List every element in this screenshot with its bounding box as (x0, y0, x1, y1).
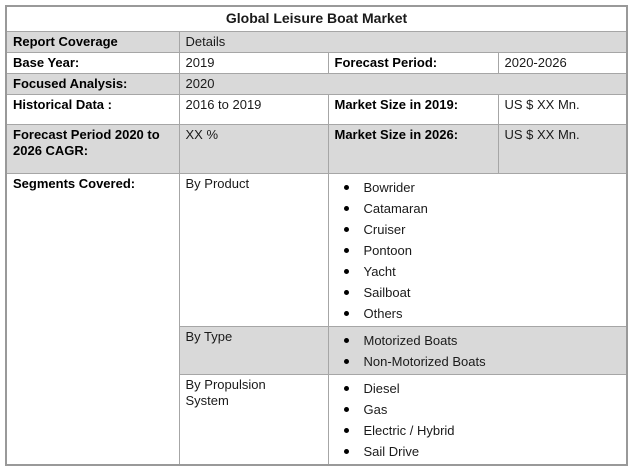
bullet-item: Catamaran (335, 198, 621, 219)
segment-group-by-type: By Type (178, 326, 329, 375)
bullet-item: Others (335, 303, 621, 324)
bullet-item: Pontoon (335, 240, 621, 261)
segments-by-type-row: By Type Motorized Boats Non-Motorized Boa… (6, 326, 628, 375)
type-bullet-list: Motorized Boats Non-Motorized Boats (335, 329, 621, 372)
segments-by-propulsion-row: By Propulsion System Diesel Gas Electric /… (6, 374, 628, 466)
segment-group-by-product: By Product (178, 173, 329, 327)
bullet-icon (343, 311, 349, 316)
bullet-icon (343, 227, 349, 232)
bullet-icon (343, 359, 349, 364)
bullet-label: Motorized Boats (363, 332, 458, 348)
cagr-value: XX % (178, 124, 329, 174)
bullet-item: Gas (335, 399, 621, 420)
forecast-period-value: 2020-2026 (497, 52, 628, 74)
focused-analysis-value: 2020 (178, 73, 628, 95)
focused-analysis-label: Focused Analysis: (5, 73, 180, 95)
historical-data-label: Historical Data : (5, 94, 180, 125)
market-size-2019-label: Market Size in 2019: (327, 94, 499, 125)
report-coverage-row: Report Coverage Details (5, 31, 628, 53)
bullet-icon (343, 206, 349, 211)
bullet-icon (343, 428, 349, 433)
page-title: Global Leisure Boat Market (5, 5, 628, 32)
bullet-icon (343, 386, 349, 391)
base-year-row: Base Year: 2019 Forecast Period: 2020-20… (5, 52, 628, 74)
product-bullet-list: Bowrider Catamaran Cruiser Pontoon Yacht Sail… (335, 176, 621, 324)
market-report-table: Global Leisure Boat Market Report Covera… (5, 5, 629, 466)
propulsion-bullet-list: Diesel Gas Electric / Hybrid Sail Drive (335, 377, 621, 462)
bullet-item: Sail Drive (335, 441, 621, 462)
bullet-item: Electric / Hybrid (335, 420, 621, 441)
bullet-icon (343, 290, 349, 295)
bullet-item: Cruiser (335, 219, 621, 240)
report-coverage-label: Report Coverage (5, 31, 180, 53)
bullet-item: Yacht (335, 261, 621, 282)
bullet-label: Cruiser (363, 221, 406, 237)
focused-analysis-row: Focused Analysis: 2020 (5, 73, 628, 95)
bullet-icon (343, 338, 349, 343)
forecast-period-label: Forecast Period: (327, 52, 499, 74)
bullet-label: Catamaran (363, 200, 428, 216)
bullet-label: Yacht (363, 263, 396, 279)
bullet-label: Sailboat (363, 284, 411, 300)
bullet-label: Diesel (363, 380, 400, 396)
bullet-item: Motorized Boats (335, 330, 621, 351)
report-coverage-value: Details (178, 31, 628, 53)
bullet-item: Bowrider (335, 177, 621, 198)
market-size-2026-label: Market Size in 2026: (327, 124, 499, 174)
historical-data-value: 2016 to 2019 (178, 94, 329, 125)
bullet-item: Non-Motorized Boats (335, 351, 621, 372)
bullet-label: Pontoon (363, 242, 412, 258)
title-row: Global Leisure Boat Market (5, 5, 628, 32)
bullet-icon (343, 449, 349, 454)
bullet-icon (343, 407, 349, 412)
segment-group-by-propulsion-label: By Propulsion System (185, 377, 266, 408)
bullet-item: Sailboat (335, 282, 621, 303)
market-size-2026-value: US $ XX Mn. (497, 124, 628, 174)
base-year-label: Base Year: (5, 52, 180, 74)
bullet-label: Gas (363, 401, 388, 417)
segments-by-product-row: Segments Covered: By Product Bowrider Cat… (5, 173, 628, 466)
segment-group-by-propulsion: By Propulsion System (178, 374, 329, 466)
bullet-label: Bowrider (363, 179, 415, 195)
cagr-label: Forecast Period 2020 to 2026 CAGR: (5, 124, 180, 174)
bullet-label: Electric / Hybrid (363, 422, 455, 438)
market-size-2019-value: US $ XX Mn. (497, 94, 628, 125)
bullet-icon (343, 269, 349, 274)
segments-covered-label: Segments Covered: (5, 173, 180, 466)
cagr-row: Forecast Period 2020 to 2026 CAGR: XX % … (5, 124, 628, 174)
bullet-label: Others (363, 305, 403, 321)
base-year-value: 2019 (178, 52, 329, 74)
bullet-label: Sail Drive (363, 443, 420, 459)
bullet-label: Non-Motorized Boats (363, 353, 486, 369)
bullet-item: Diesel (335, 378, 621, 399)
historical-data-row: Historical Data : 2016 to 2019 Market Si… (5, 94, 628, 125)
bullet-icon (343, 185, 349, 190)
bullet-icon (343, 248, 349, 253)
